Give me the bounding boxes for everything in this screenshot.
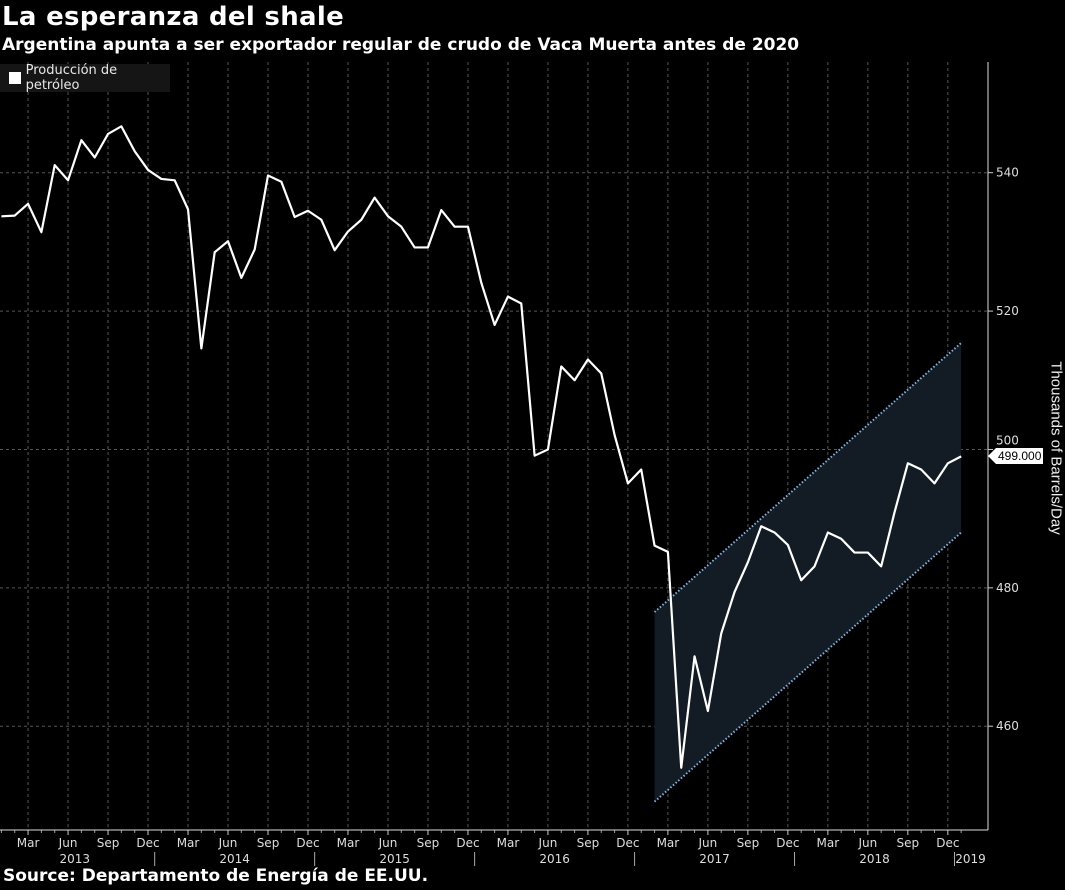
x-year-label: 2015 [379, 852, 410, 866]
x-year-label: 2018 [859, 852, 890, 866]
x-tick-label: Sep [577, 836, 600, 850]
x-tick-label: Mar [177, 836, 200, 850]
channel-lower-line [653, 531, 962, 803]
x-tick-label: Mar [817, 836, 840, 850]
grid [0, 62, 988, 830]
x-tick-label: Sep [257, 836, 280, 850]
x-tick-label: Dec [936, 836, 959, 850]
x-year-label: 2013 [59, 852, 90, 866]
last-value-badge: 499.000 [987, 448, 1044, 465]
x-tick-label: Jun [218, 836, 238, 850]
x-year-label: 2017 [699, 852, 730, 866]
legend-label: Producción de petróleo [25, 63, 118, 93]
x-year-label: 2014 [219, 852, 250, 866]
x-tick-label: Dec [616, 836, 639, 850]
x-tick-label: Sep [897, 836, 920, 850]
x-tick-label: Dec [136, 836, 159, 850]
axes: Mar Jun Sep Dec Mar Jun Sep Dec Mar Jun Sep Dec Mar J… [0, 62, 1019, 866]
channel-upper-line [653, 342, 962, 613]
x-tick-label: Sep [737, 836, 760, 850]
source-note: Source: Departamento de Energía de EE.UU… [3, 866, 429, 886]
y-axis-label: Thousands of Barrels/Day [1047, 361, 1065, 535]
x-tick-label: Mar [337, 836, 360, 850]
x-tick-label: Jun [58, 836, 78, 850]
series-line-produccion [1, 125, 962, 769]
x-tick-label: Jun [538, 836, 558, 850]
x-tick-label: Dec [776, 836, 799, 850]
x-year-label: 2019 [955, 852, 986, 866]
x-tick-label: Sep [417, 836, 440, 850]
x-year-label: 2016 [539, 852, 570, 866]
series [1, 125, 962, 769]
y-tick-label: 460 [996, 719, 1019, 733]
x-tick-label: Mar [657, 836, 680, 850]
x-tick-label: Jun [378, 836, 398, 850]
chart-title: La esperanza del shale [2, 2, 345, 32]
chart-subtitle: Argentina apunta a ser exportador regula… [2, 35, 800, 55]
x-tick-label: Dec [296, 836, 319, 850]
x-tick-label: Jun [698, 836, 718, 850]
y-tick-label: 520 [996, 304, 1019, 318]
x-tick-label: Dec [456, 836, 479, 850]
x-tick-label: Mar [497, 836, 520, 850]
x-tick-label: Mar [17, 836, 40, 850]
y-tick-label: 480 [996, 581, 1019, 595]
y-tick-label: 500 [996, 433, 1019, 447]
x-tick-label: Sep [97, 836, 120, 850]
legend: Producción de petróleo [0, 63, 170, 93]
x-tick-label: Jun [857, 836, 877, 850]
legend-swatch [9, 72, 21, 84]
y-tick-label: 540 [996, 166, 1019, 180]
